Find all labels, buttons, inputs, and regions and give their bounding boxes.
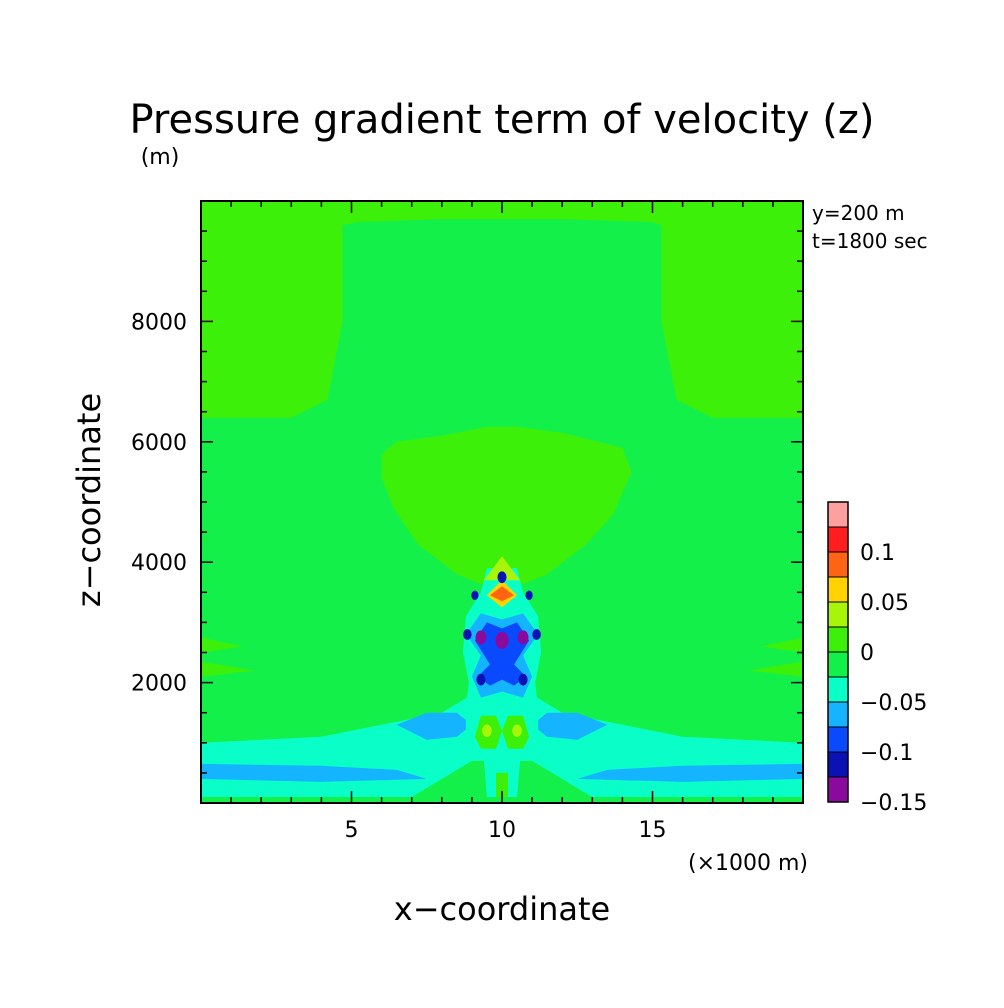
- colorbar-swatch: [828, 727, 848, 752]
- field-spot-1: [495, 631, 509, 650]
- colorbar-swatch: [828, 702, 848, 727]
- field-region-upper-yellow: [483, 556, 521, 581]
- field-spot-3: [463, 628, 472, 640]
- colorbar: 0.1 0.05 0 −0.05 −0.1 −0.15: [827, 501, 927, 816]
- colorbar-swatch: [828, 552, 848, 577]
- field-region-left-edge-lobes: [201, 661, 256, 677]
- y-tick-label: 4000: [131, 551, 187, 576]
- x-unit-label: (×1000 m): [688, 851, 808, 876]
- x-tick-label: 5: [345, 818, 359, 843]
- field-spot-6: [525, 590, 533, 601]
- y-tick-label: 2000: [131, 672, 187, 697]
- annotation-t: t=1800 sec: [812, 229, 928, 253]
- y-axis-label: z−coordinate: [70, 393, 108, 607]
- colorbar-swatch: [828, 677, 848, 702]
- field-region-mid-cyan-left: [396, 712, 472, 740]
- colorbar-swatch: [828, 502, 848, 527]
- colorbar-label: 0: [860, 641, 874, 666]
- x-tick-label: 10: [488, 818, 516, 843]
- field-spot-4: [532, 628, 541, 640]
- chart-title: Pressure gradient term of velocity (z): [130, 97, 875, 143]
- field-spot-8: [476, 673, 486, 686]
- colorbar-swatch: [828, 602, 848, 627]
- colorbar-label: 0.05: [860, 591, 909, 616]
- y-axis-ticks: 2000 4000 6000 8000: [131, 230, 803, 774]
- field-region-bottom-cyan-left: [201, 763, 427, 782]
- field-region-bottom-stem: [496, 772, 508, 797]
- y-unit-label: (m): [141, 145, 180, 170]
- colorbar-swatch: [828, 527, 848, 552]
- annotation-y: y=200 m: [812, 201, 905, 225]
- y-tick-label: 6000: [131, 431, 187, 456]
- field-region-mid-cyan-right: [532, 712, 608, 740]
- colorbar-label: −0.05: [860, 691, 927, 716]
- x-axis-label: x−coordinate: [394, 890, 610, 928]
- x-axis-ticks: 5 10 15: [230, 201, 774, 843]
- field-region-right-edge-lobes: [748, 661, 803, 677]
- field-region-left-edge-lobes-2: [201, 637, 244, 653]
- field-region-upper-left-lobe: [201, 213, 803, 418]
- contour-field: [201, 201, 803, 803]
- field-spot-10: [482, 724, 492, 738]
- field-region-upper-red: [490, 586, 514, 602]
- field-spot-0: [475, 630, 487, 645]
- field-region-core-light-blue: [474, 622, 530, 686]
- y-tick-label: 8000: [131, 310, 187, 335]
- colorbar-label: −0.15: [860, 791, 927, 816]
- field-region-bottom-cyan-right: [577, 763, 803, 782]
- x-tick-label: 15: [639, 818, 667, 843]
- field-spot-5: [471, 590, 479, 601]
- colorbar-swatch: [828, 652, 848, 677]
- field-region-right-edge-lobes-2: [760, 637, 803, 653]
- field-region-central-dome: [381, 426, 632, 587]
- colorbar-label: −0.1: [860, 741, 913, 766]
- colorbar-swatch: [828, 752, 848, 777]
- colorbar-swatch: [828, 777, 848, 802]
- field-spot-2: [517, 630, 529, 645]
- field-spot-7: [497, 571, 507, 584]
- colorbar-label: 0.1: [860, 541, 895, 566]
- field-spot-9: [518, 673, 528, 686]
- colorbar-frame: [827, 501, 849, 803]
- field-spot-11: [512, 724, 522, 738]
- colorbar-swatch: [828, 577, 848, 602]
- colorbar-swatch: [828, 627, 848, 652]
